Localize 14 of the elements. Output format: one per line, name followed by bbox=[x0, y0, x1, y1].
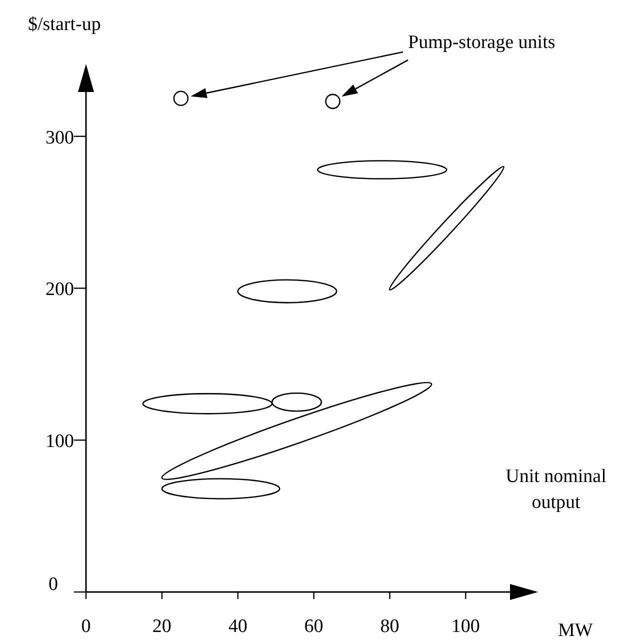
y-tick-label: 200 bbox=[46, 279, 74, 300]
y-axis-title: $/start-up bbox=[28, 14, 101, 35]
x-tick-label: 80 bbox=[380, 616, 400, 637]
x-tick-label: 0 bbox=[81, 616, 91, 637]
x-tick-label: 60 bbox=[304, 616, 324, 637]
x-tick-label: 40 bbox=[228, 616, 248, 637]
y-tick-label: 0 bbox=[48, 574, 58, 595]
y-tick-label: 300 bbox=[46, 127, 74, 148]
text: Pump-storage units bbox=[408, 32, 556, 53]
x-tick-label: 20 bbox=[152, 616, 172, 637]
y-tick-label: 100 bbox=[46, 431, 74, 452]
annotation: Unit nominal output bbox=[506, 466, 606, 513]
x-axis-title: MW bbox=[558, 620, 593, 641]
x-tick-label: 100 bbox=[451, 616, 480, 637]
